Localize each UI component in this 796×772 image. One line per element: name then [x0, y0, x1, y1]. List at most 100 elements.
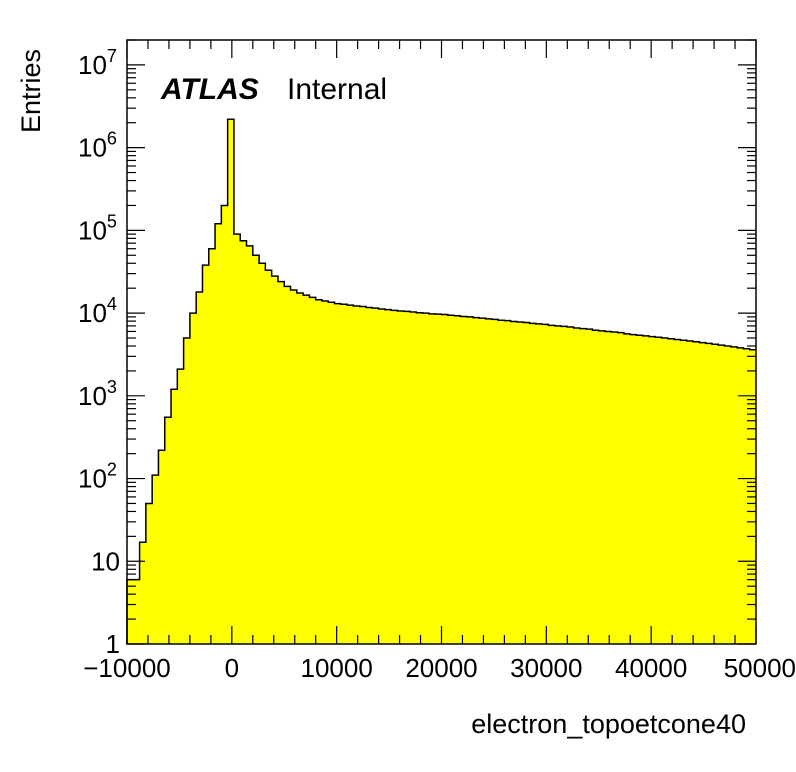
- histogram-bars: [127, 119, 757, 645]
- x-axis-title: electron_topoetcone40: [471, 709, 746, 739]
- histogram-bar: [592, 330, 600, 644]
- histogram-bar: [737, 347, 744, 644]
- histogram-bar: [416, 312, 424, 644]
- histogram-bar: [208, 248, 216, 645]
- histogram-bar: [397, 310, 405, 644]
- histogram-bar: [466, 316, 474, 644]
- histogram-bar: [378, 309, 386, 644]
- histogram-bar: [296, 292, 304, 644]
- histogram-bar: [202, 265, 210, 644]
- histogram-bar: [277, 281, 285, 644]
- x-tick-label: −10000: [83, 653, 170, 683]
- histogram-bar: [303, 295, 310, 644]
- y-tick-label: 107: [78, 46, 117, 80]
- histogram-bar: [284, 286, 291, 644]
- histogram-bar: [454, 315, 461, 644]
- histogram-bar: [472, 317, 480, 644]
- histogram-bar: [410, 312, 417, 644]
- histogram-bar: [189, 313, 197, 644]
- histogram-bar: [133, 579, 140, 644]
- histogram-bar: [321, 300, 329, 644]
- histogram-bar: [667, 338, 675, 644]
- y-tick-label: 104: [78, 294, 117, 328]
- histogram-bar: [529, 323, 537, 644]
- histogram-bar: [422, 313, 430, 644]
- y-axis-ticks: [127, 39, 756, 645]
- histogram-bar: [353, 305, 361, 644]
- histogram-bar: [636, 335, 644, 644]
- histogram-bar: [215, 223, 222, 645]
- x-axis-ticks: [126, 40, 757, 644]
- y-tick-label: 102: [78, 460, 117, 494]
- histogram-bar: [340, 304, 348, 644]
- histogram-bar: [542, 324, 549, 644]
- histogram-bar: [158, 450, 166, 644]
- histogram-bar: [403, 311, 411, 644]
- y-tick-label: 103: [78, 377, 117, 411]
- histogram-bar: [699, 342, 707, 644]
- histogram-bar: [498, 320, 505, 644]
- histogram-bar: [221, 205, 229, 644]
- x-axis-tick-labels: −10000 0 10000 20000 30000 40000 50000: [83, 653, 796, 683]
- histogram-bar: [127, 579, 134, 644]
- histogram-bar: [705, 343, 713, 644]
- histogram-bar: [548, 325, 556, 644]
- histogram-bar: [177, 369, 185, 644]
- histogram-bar: [372, 308, 379, 644]
- y-axis-tick-labels: 1 10 102 103 104 105 106 107: [78, 46, 120, 659]
- internal-label: Internal: [287, 73, 387, 106]
- histogram-bar: [265, 270, 273, 644]
- histogram-bar: [680, 340, 688, 644]
- histogram-bar: [617, 332, 625, 644]
- histogram-bar: [573, 328, 581, 644]
- histogram-bar: [183, 337, 191, 644]
- histogram-bar: [252, 255, 260, 644]
- y-tick-label: 106: [78, 129, 117, 163]
- histogram-bar: [655, 337, 663, 644]
- histogram-bar: [290, 290, 298, 644]
- histogram-bar: [611, 332, 619, 644]
- histogram-bar: [460, 316, 468, 644]
- atlas-label: ATLAS: [160, 73, 259, 106]
- y-axis-title: Entries: [16, 49, 46, 133]
- histogram-bar: [164, 417, 172, 644]
- histogram-bar: [309, 297, 317, 644]
- histogram-bar: [435, 314, 442, 644]
- histogram-bar: [686, 340, 694, 644]
- histogram-bar: [642, 335, 650, 644]
- x-tick-label: 0: [225, 653, 239, 683]
- x-tick-label: 20000: [405, 653, 477, 683]
- histogram-bar: [196, 291, 203, 644]
- histogram-bar: [718, 345, 725, 644]
- histogram-bar: [479, 318, 486, 644]
- histogram-bar: [246, 245, 254, 645]
- histogram-bar: [384, 309, 392, 644]
- histogram-bar: [561, 326, 568, 644]
- histogram-bar: [233, 234, 241, 645]
- histogram-bar: [315, 299, 323, 644]
- histogram-bar: [711, 344, 719, 644]
- histogram-bar: [139, 542, 147, 644]
- histogram-bar: [674, 339, 681, 644]
- histogram-outline: [126, 118, 756, 644]
- histogram-bar: [579, 328, 587, 644]
- histogram-bar: [567, 326, 574, 644]
- y-tick-label: 10: [91, 546, 120, 576]
- histogram-bar: [724, 346, 732, 644]
- histogram-bar: [171, 389, 178, 644]
- histogram-bar: [152, 475, 159, 644]
- histogram-bar: [441, 314, 449, 644]
- histogram-bar: [428, 313, 436, 644]
- histogram-bar: [630, 334, 637, 644]
- x-tick-label: 50000: [724, 653, 796, 683]
- histogram-bar: [271, 276, 279, 644]
- histogram-bar: [649, 336, 656, 644]
- histogram-bar: [259, 263, 266, 644]
- histogram-bar: [730, 346, 738, 644]
- histogram-bar: [240, 240, 247, 644]
- histogram-bar: [535, 323, 543, 644]
- histogram-bar: [586, 329, 593, 644]
- histogram-bar: [227, 119, 235, 645]
- histogram-bar: [328, 302, 335, 644]
